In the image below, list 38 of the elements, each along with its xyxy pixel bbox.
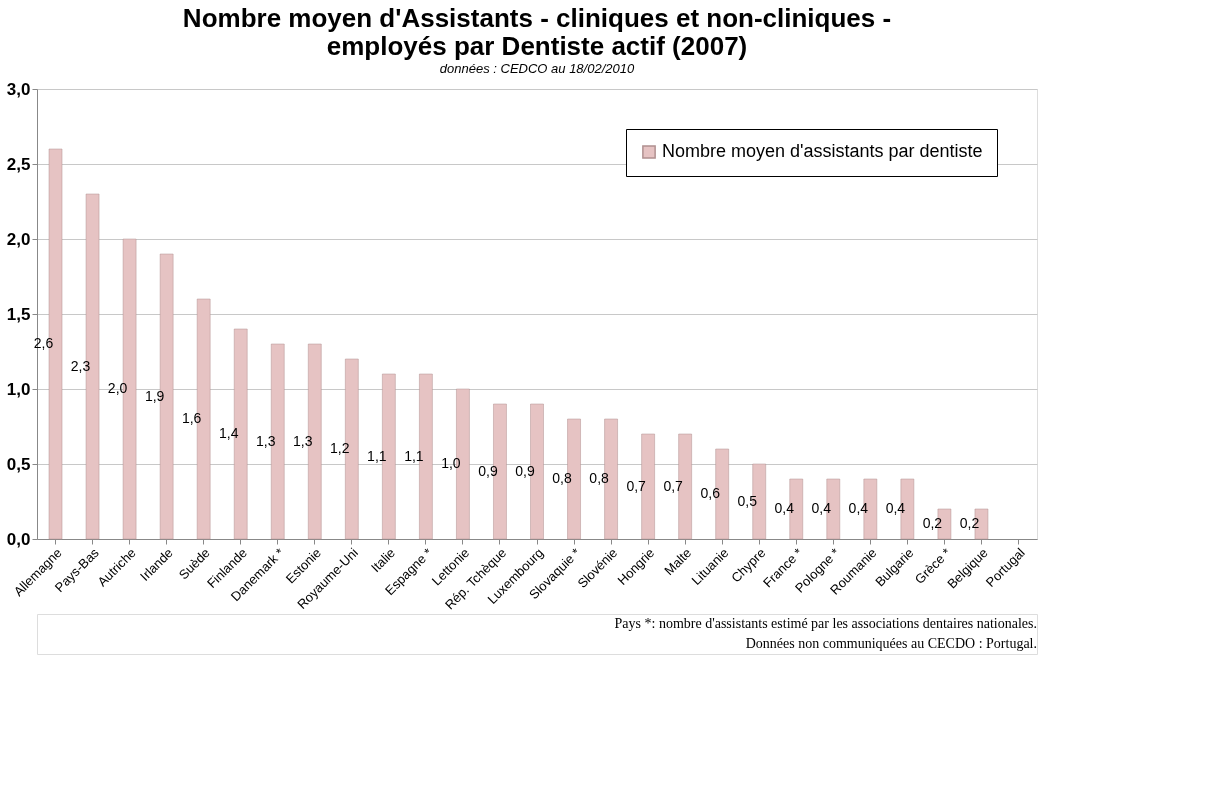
data-label: 2,0 (107, 380, 128, 396)
data-label: 1,1 (404, 447, 424, 464)
data-label: 0,5 (737, 492, 758, 509)
y-tick-label: 3,0 (6, 79, 31, 99)
data-label: 1,9 (144, 387, 165, 404)
data-label: 2,6 (33, 335, 54, 351)
data-label: 1,3 (293, 432, 313, 449)
text: Données non communiquées au CECDO : Portugal. (745, 636, 1037, 651)
data-label: 0,6 (700, 485, 721, 501)
data-label: 1,4 (218, 425, 239, 441)
data-label: 0,7 (626, 477, 647, 494)
text: Pays *: nombre d'assistants estimé par les associations dentaires nationales. (614, 616, 1037, 631)
data-label: 0,2 (959, 515, 980, 531)
data-label: 1,2 (330, 440, 350, 456)
data-label: 0,4 (811, 500, 832, 516)
y-tick-label: 0,5 (6, 454, 31, 474)
data-label: 0,9 (515, 462, 535, 479)
y-tick-label: 0,0 (6, 529, 31, 549)
data-label: 0,4 (774, 500, 795, 516)
y-tick-label: 1,5 (6, 304, 31, 324)
data-label: 0,8 (589, 470, 610, 486)
legend-label: Nombre moyen d'assistants par dentiste (662, 141, 983, 161)
y-tick-label: 2,5 (6, 154, 31, 174)
data-label: 0,8 (552, 470, 572, 486)
data-label: 1,0 (441, 455, 461, 471)
data-label: 1,3 (256, 432, 276, 449)
data-label: 0,7 (663, 477, 684, 494)
chart-title: Nombre moyen d'Assistants - cliniques et non-cliniques - employés par Dentiste actif (2007) (182, 3, 892, 61)
data-label: 2,3 (70, 357, 91, 374)
y-tick-label: 1,0 (6, 379, 31, 399)
data-label: 1,1 (367, 447, 387, 464)
data-label: 1,6 (181, 410, 202, 426)
data-label: 0,9 (478, 462, 498, 479)
y-tick-label: 2,0 (6, 229, 31, 249)
data-label: 0,4 (885, 500, 906, 516)
data-label: 0,4 (848, 500, 869, 516)
data-label: 0,2 (922, 515, 943, 531)
chart-subtitle: données : CEDCO au 18/02/2010 (439, 61, 635, 76)
